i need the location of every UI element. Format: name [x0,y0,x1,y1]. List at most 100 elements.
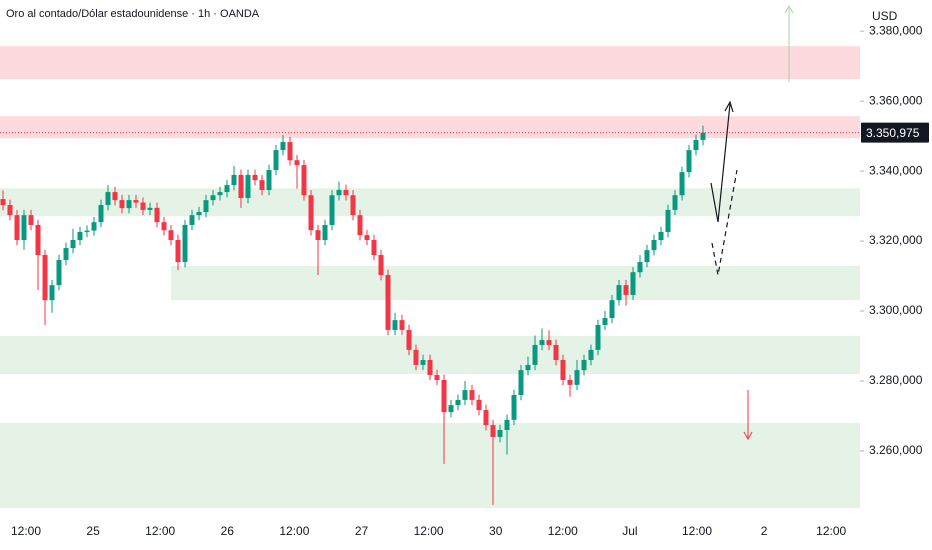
y-tick-label: 3.340,000 [869,163,923,177]
candle-body [196,212,202,216]
candle-body [147,207,153,210]
x-tick-label: 26 [221,524,235,538]
x-tick-label: 27 [355,524,369,538]
candle-body [595,325,601,350]
arrow-head [784,4,794,14]
candle-body [77,231,83,241]
candle-body [602,318,608,326]
candle-body [329,195,335,225]
candle-body [182,224,188,263]
y-tick-label: 3.260,000 [869,443,923,457]
candle-body [616,285,622,301]
candle-body [161,222,167,231]
candle-body [42,255,48,301]
candle-body [630,272,636,295]
candle-body [448,405,454,413]
x-tick-label: Jul [622,524,637,538]
candle-body [245,174,251,199]
candle-body [301,165,307,196]
y-tick-label: 3.320,000 [869,233,923,247]
arrow-head [743,431,753,441]
zone [171,265,860,301]
x-tick-label: 12:00 [11,524,41,538]
candle-body [63,248,69,260]
candle-body [259,180,265,190]
candle-body [539,340,545,345]
x-tick-label: 12:00 [682,524,712,538]
candle-body [84,230,90,232]
candle-body [273,150,279,171]
x-tick-label: 12:00 [279,524,309,538]
candle-body [700,132,706,140]
currency-label: USD [872,9,898,23]
candle-body [189,215,195,225]
candle-body [287,142,293,161]
annotations [710,4,794,441]
price-axis: 3.380,000 3.360,000 3.340,000 3.320,000 3.30… [0,23,929,538]
candle-body [679,172,685,196]
candle-body [315,230,321,241]
candle-body [581,360,587,371]
candle-body [21,215,27,241]
candle-body [434,375,440,380]
candle-body [224,185,230,193]
candle-body [126,200,132,209]
candle-body [609,300,615,319]
candle-body [518,370,524,395]
candle-body [112,192,118,201]
candle-body [490,425,496,437]
candle-body [392,320,398,330]
candle-body [574,370,580,385]
candle-body [238,174,244,199]
candle-body [7,205,13,216]
candle-body [406,329,412,350]
candle-body [420,360,426,365]
candle-body [385,274,391,330]
x-tick-label: 12:00 [548,524,578,538]
candle-body [497,429,503,437]
candle-body [427,360,433,376]
candle-body [476,399,482,411]
candle-body [511,394,517,420]
x-tick-label: 12:00 [414,524,444,538]
candle-body [637,262,643,273]
candles [0,125,706,505]
candle-body [119,200,125,209]
x-tick-label: 12:00 [816,524,846,538]
candle-body [294,160,300,166]
candle-body [350,195,356,216]
candle-body [217,192,223,196]
candle-body [210,195,216,201]
candle-body [686,150,692,173]
candle-body [154,207,160,223]
last-price-label: 3.350,975 [866,126,920,140]
candle-body [133,200,139,203]
candle-body [231,174,237,186]
arrow-head [724,100,734,113]
alt-projection-path [711,169,738,276]
candle-body [693,139,699,151]
candle-body [266,170,272,190]
candle-body [343,189,349,196]
chart-title: Oro al contado/Dólar estadounidense · 1h… [6,8,260,20]
candle-body [567,379,573,385]
candle-body [441,379,447,413]
zone [0,116,860,139]
y-tick-label: 3.280,000 [869,373,923,387]
candle-body [35,224,41,256]
axis-header-bg [860,0,932,26]
candle-body [532,344,538,365]
candle-body [371,240,377,256]
candle-body [462,390,468,400]
candle-body [623,285,629,295]
candle-body [308,195,314,231]
candle-body [644,250,650,263]
candle-body [546,340,552,345]
last-price-box [861,122,929,143]
candle-body [203,200,209,213]
candle-body [658,231,664,241]
y-tick-label: 3.380,000 [869,23,923,37]
candle-body [70,240,76,249]
candle-body [378,255,384,275]
